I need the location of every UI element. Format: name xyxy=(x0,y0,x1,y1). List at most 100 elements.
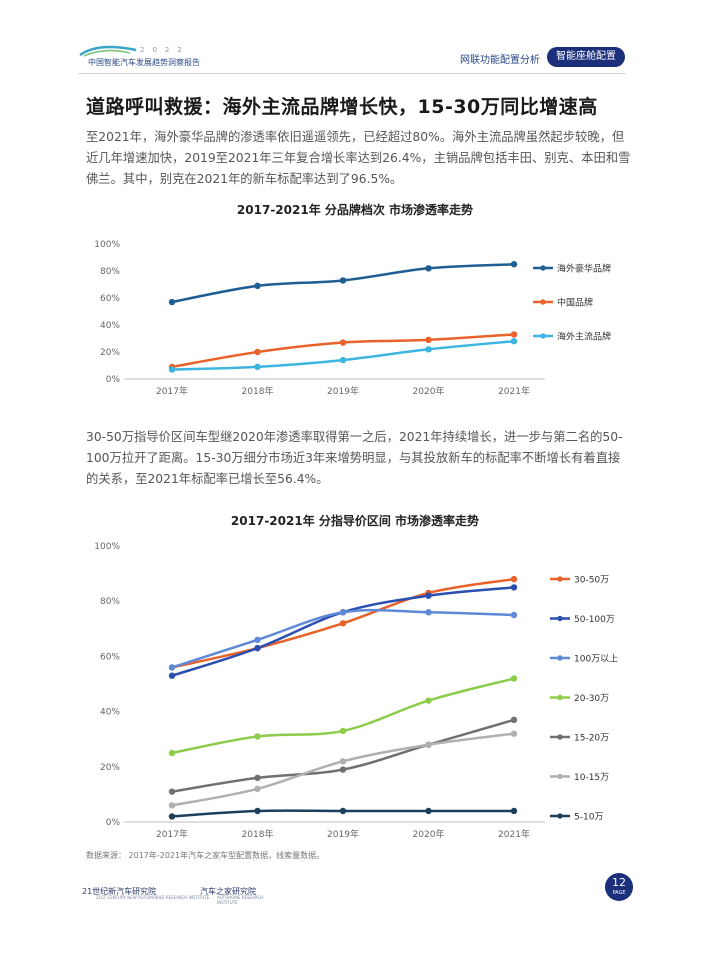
institute-logo-21st-sub: 21ST CENTURY NEW AUTOMOBILE RESEARCH INS… xyxy=(96,895,210,900)
y-tick-label: 60% xyxy=(100,294,120,304)
legend-label: 50-100万 xyxy=(574,615,615,625)
footer-logos: 21世纪新汽车研究院 21ST CENTURY NEW AUTOMOBILE R… xyxy=(82,884,282,905)
x-tick-label: 2020年 xyxy=(413,385,445,397)
data-point xyxy=(254,636,261,644)
data-point xyxy=(510,730,518,737)
legend-marker xyxy=(557,576,563,582)
data-point xyxy=(168,749,176,757)
page-label: PAGE xyxy=(612,890,626,896)
page-header: 2022 中国智能汽车发展趋势洞察报告 网联功能配置分析 智能座舱配置 xyxy=(0,0,710,75)
legend-marker xyxy=(557,813,563,819)
x-tick-label: 2021年 xyxy=(498,828,530,840)
institute-logo-autohome: 汽车之家研究院 xyxy=(200,887,256,896)
x-tick-label: 2018年 xyxy=(242,828,274,840)
data-point xyxy=(425,807,432,815)
data-point xyxy=(510,338,518,345)
y-tick-label: 80% xyxy=(100,267,120,277)
data-point xyxy=(168,672,176,679)
data-point xyxy=(339,807,347,815)
data-point xyxy=(339,356,347,364)
report-logo: 2022 中国智能汽车发展趋势洞察报告 xyxy=(78,42,238,72)
legend-marker xyxy=(557,734,563,740)
data-point xyxy=(254,774,261,782)
legend-label: 100万以上 xyxy=(574,654,618,665)
data-point xyxy=(510,675,518,682)
nav-tab-cockpit[interactable]: 智能座舱配置 xyxy=(547,47,625,67)
data-point xyxy=(339,727,347,735)
data-point xyxy=(254,363,261,371)
data-point xyxy=(510,611,518,619)
data-point xyxy=(254,644,261,652)
legend-marker xyxy=(540,299,546,305)
data-point xyxy=(254,807,261,815)
paragraph-1: 至2021年，海外豪华品牌的渗透率依旧遥遥领先，已经超过80%。海外主流品牌虽然… xyxy=(86,130,631,186)
header-divider xyxy=(78,73,626,74)
data-point xyxy=(339,277,347,284)
data-point xyxy=(510,575,518,583)
chart1: 0% 20% 40% 60% 80% 100% 2017年 2018年 2019年 2020年 20… xyxy=(94,240,611,397)
y-tick-label: 100% xyxy=(94,542,120,552)
data-point xyxy=(510,584,518,591)
y-tick-label: 40% xyxy=(100,708,120,718)
page-title: 道路呼叫救援：海外主流品牌增长快，15-30万同比增速高 xyxy=(86,96,598,118)
y-tick-label: 0% xyxy=(106,818,121,828)
y-tick-label: 100% xyxy=(94,240,120,250)
legend-marker xyxy=(557,655,563,661)
data-point xyxy=(339,758,347,765)
legend-label: 海外主流品牌 xyxy=(557,331,611,343)
legend-label: 中国品牌 xyxy=(557,297,593,309)
y-tick-label: 0% xyxy=(106,375,121,385)
paragraph-2: 30-50万指导价区间车型继2020年渗透率取得第一之后，2021年持续增长，进… xyxy=(86,430,623,486)
x-tick-label: 2019年 xyxy=(327,828,359,840)
y-tick-label: 60% xyxy=(100,652,120,662)
legend-label: 30-50万 xyxy=(574,576,609,586)
chart1-title: 2017-2021年 分品牌档次 市场渗透率走势 xyxy=(236,203,474,217)
chart2: 0% 20% 40% 60% 80% 100% 2017年 2018年 2019年 2020年 20… xyxy=(94,542,618,840)
data-point xyxy=(425,697,432,704)
page-number: 12 xyxy=(612,876,626,889)
x-tick-label: 2021年 xyxy=(498,385,530,397)
data-point xyxy=(510,716,518,724)
data-source-note: 数据来源： 2017年-2021年汽车之家车型配置数据，线索量数据。 xyxy=(86,851,325,860)
data-point xyxy=(168,802,176,809)
data-point xyxy=(168,788,176,795)
legend-label: 10-15万 xyxy=(574,773,609,783)
institute-logo-autohome-sub: AUTOHOME RESEARCH INSTITUTE xyxy=(217,895,264,905)
data-point xyxy=(425,609,432,616)
data-point xyxy=(168,298,176,306)
data-point xyxy=(339,339,347,346)
logo-year: 2022 xyxy=(140,46,190,54)
data-point xyxy=(168,664,176,671)
legend-label: 5-10万 xyxy=(574,813,603,823)
x-tick-label: 2019年 xyxy=(327,385,359,397)
data-point xyxy=(254,785,261,793)
y-tick-label: 20% xyxy=(100,763,120,773)
data-point xyxy=(339,620,347,627)
data-point xyxy=(425,265,432,272)
data-point xyxy=(254,282,261,290)
logo-text: 中国智能汽车发展趋势洞察报告 xyxy=(88,58,200,67)
data-point xyxy=(510,261,518,268)
data-point xyxy=(254,733,261,740)
data-point xyxy=(425,336,432,344)
x-tick-label: 2017年 xyxy=(156,828,188,840)
legend-marker xyxy=(557,615,563,622)
y-tick-label: 20% xyxy=(100,348,120,358)
series-line xyxy=(171,586,515,677)
legend-label: 15-20万 xyxy=(574,734,609,744)
page-number-badge: 12 PAGE xyxy=(605,873,633,901)
legend-marker xyxy=(540,333,546,339)
series-line xyxy=(171,677,515,755)
y-tick-label: 80% xyxy=(100,597,120,607)
x-tick-label: 2018年 xyxy=(242,385,274,397)
legend-marker xyxy=(540,265,546,271)
data-point xyxy=(168,366,176,373)
chart2-title: 2017-2021年 分指导价区间 市场渗透率走势 xyxy=(230,514,480,528)
data-point xyxy=(168,813,176,820)
data-point xyxy=(339,766,347,773)
data-point xyxy=(425,346,432,353)
nav-link-network[interactable]: 网联功能配置分析 xyxy=(460,55,540,66)
data-point xyxy=(510,807,518,815)
x-tick-label: 2017年 xyxy=(156,385,188,397)
data-point xyxy=(425,741,432,748)
